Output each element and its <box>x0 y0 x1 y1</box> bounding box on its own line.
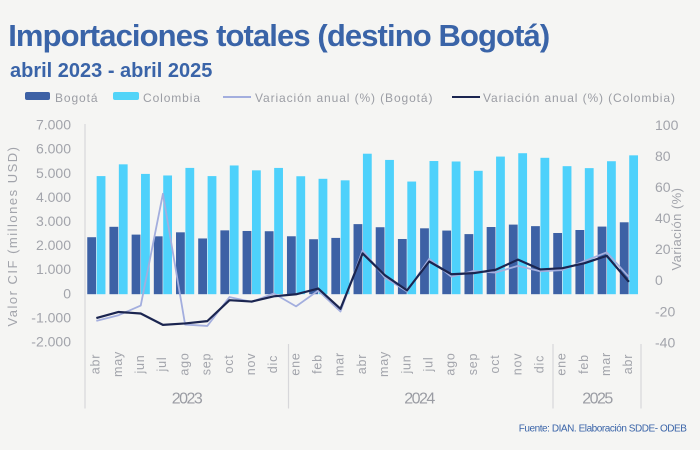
svg-text:nov: nov <box>244 353 258 376</box>
svg-text:2025: 2025 <box>582 391 613 408</box>
svg-text:4.000: 4.000 <box>36 189 71 205</box>
svg-text:mar: mar <box>333 352 347 376</box>
svg-text:jun: jun <box>399 354 413 374</box>
svg-text:ago: ago <box>177 352 191 375</box>
svg-text:-40: -40 <box>655 334 675 350</box>
svg-text:40: 40 <box>655 210 671 226</box>
svg-text:Fuente: DIAN. Elaboración SDDE: Fuente: DIAN. Elaboración SDDE- ODEB <box>519 424 688 435</box>
svg-text:5.000: 5.000 <box>36 165 71 181</box>
svg-text:feb: feb <box>311 354 325 374</box>
svg-text:2.000: 2.000 <box>36 237 71 253</box>
svg-text:may: may <box>377 351 391 377</box>
svg-text:dic: dic <box>532 355 546 373</box>
svg-text:jul: jul <box>155 357 169 373</box>
svg-text:sep: sep <box>200 353 214 376</box>
svg-text:ene: ene <box>288 352 302 375</box>
svg-text:abr: abr <box>621 354 635 374</box>
svg-text:2024: 2024 <box>404 391 435 408</box>
svg-text:oct: oct <box>222 354 236 373</box>
svg-text:ago: ago <box>444 352 458 375</box>
svg-text:Valor CIF (millones USD): Valor CIF (millones USD) <box>5 146 20 327</box>
svg-text:0: 0 <box>63 285 71 301</box>
svg-text:jun: jun <box>133 354 147 374</box>
svg-text:abr: abr <box>89 354 103 374</box>
svg-text:7.000: 7.000 <box>36 117 71 133</box>
svg-text:jul: jul <box>422 357 436 373</box>
svg-text:-20: -20 <box>655 303 675 319</box>
svg-text:3.000: 3.000 <box>36 213 71 229</box>
svg-text:oct: oct <box>488 354 502 373</box>
svg-text:may: may <box>111 351 125 377</box>
svg-text:ene: ene <box>555 352 569 375</box>
svg-text:20: 20 <box>655 241 671 257</box>
svg-text:80: 80 <box>655 148 671 164</box>
svg-text:feb: feb <box>577 354 591 374</box>
svg-text:mar: mar <box>599 352 613 376</box>
svg-text:-2.000: -2.000 <box>31 334 71 350</box>
svg-text:nov: nov <box>510 353 524 376</box>
svg-text:6.000: 6.000 <box>36 141 71 157</box>
svg-text:abr: abr <box>355 354 369 374</box>
svg-text:60: 60 <box>655 179 671 195</box>
svg-text:100: 100 <box>655 117 679 133</box>
svg-text:sep: sep <box>466 353 480 376</box>
svg-text:dic: dic <box>266 355 280 373</box>
svg-text:-1.000: -1.000 <box>31 309 71 325</box>
svg-text:Variación (%): Variación (%) <box>669 188 684 271</box>
svg-text:1.000: 1.000 <box>36 261 71 277</box>
svg-text:0: 0 <box>655 272 663 288</box>
svg-text:2023: 2023 <box>172 391 203 408</box>
